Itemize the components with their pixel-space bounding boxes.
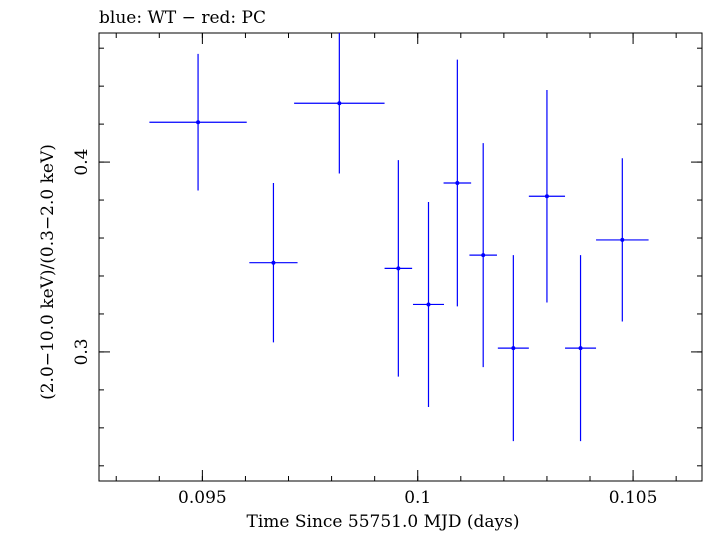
data-point — [426, 302, 431, 307]
y-tick-label: 0.3 — [72, 338, 92, 365]
data-point — [271, 260, 276, 265]
data-point — [396, 266, 401, 271]
data-point — [544, 194, 549, 199]
y-axis-label: (2.0−10.0 keV)/(0.3−2.0 keV) — [38, 144, 58, 400]
plot-area: 0.095 0.1 0.105 0.3 0.4 — [72, 32, 703, 508]
x-tick-label: 0.1 — [404, 488, 431, 508]
x-tick-label: 0.105 — [609, 488, 658, 508]
data-point — [578, 346, 583, 351]
data-point — [455, 180, 460, 185]
data-point — [620, 237, 625, 242]
x-axis-label: Time Since 55751.0 MJD (days) — [247, 512, 520, 532]
data-point — [511, 346, 516, 351]
data-point — [481, 253, 486, 258]
plot-frame — [98, 32, 703, 482]
x-tick-label: 0.095 — [178, 488, 227, 508]
data-point — [196, 120, 201, 125]
y-tick-label: 0.4 — [72, 149, 92, 176]
data-point — [337, 101, 342, 106]
chart-title: blue: WT − red: PC — [99, 8, 266, 28]
